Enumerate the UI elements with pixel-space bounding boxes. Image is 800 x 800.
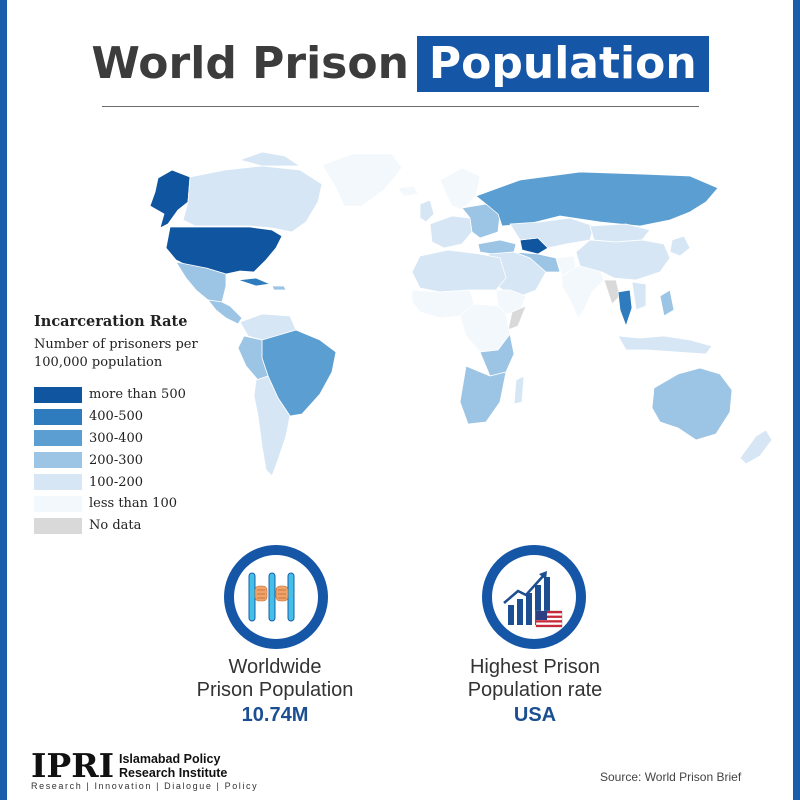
region-scandinavia: [439, 167, 481, 211]
legend-label: 400-500: [89, 409, 144, 425]
legend-item: 100-200: [34, 471, 204, 493]
region-cuba: [237, 277, 271, 287]
legend-item: 200-300: [34, 449, 204, 471]
legend-label: more than 500: [89, 387, 186, 403]
ipri-logo: IPRI: [31, 746, 115, 785]
region-north-africa: [411, 249, 507, 293]
right-frame-bar: [793, 0, 800, 800]
region-indonesia: [617, 335, 713, 355]
legend-title: Incarceration Rate: [34, 313, 188, 330]
stat-1-label: Worldwide Prison Population: [150, 656, 400, 702]
region-russia: [475, 171, 719, 227]
region-canada: [182, 165, 323, 233]
legend-item: more than 500: [34, 384, 204, 406]
title-divider: [102, 106, 699, 107]
region-southern-africa: [459, 365, 507, 425]
legend-swatch: [34, 474, 82, 491]
legend-label: 100-200: [89, 474, 144, 490]
prison-bars-icon: [224, 545, 328, 649]
region-iran: [513, 251, 561, 273]
region-alaska: [149, 169, 191, 229]
legend-item: 300-400: [34, 428, 204, 450]
region-korea-japan: [669, 235, 691, 257]
legend-item: No data: [34, 515, 204, 537]
legend: Incarceration Rate Number of prisoners p…: [34, 312, 204, 537]
logo-name-line1: Islamabad Policy: [119, 752, 221, 766]
rising-bar-chart-usa-flag-icon: [482, 545, 586, 649]
region-somalia: [507, 305, 527, 331]
stat-2-value: USA: [513, 704, 557, 726]
legend-label: 200-300: [89, 452, 144, 468]
region-australia: [651, 367, 733, 441]
region-western-europe: [429, 215, 473, 249]
region-usa: [165, 226, 283, 275]
region-caribbean: [271, 285, 287, 291]
region-philippines: [659, 289, 675, 317]
region-mongolia: [589, 223, 651, 243]
stat-2-label: Highest Prison Population rate: [410, 656, 660, 702]
stat-2-label-line2: Population rate: [467, 679, 603, 701]
region-thailand: [617, 289, 633, 327]
region-uk: [419, 199, 435, 223]
region-canada-islands: [239, 151, 301, 167]
legend-label: less than 100: [89, 496, 177, 512]
region-kazakhstan: [509, 217, 595, 249]
legend-label: No data: [89, 518, 142, 534]
region-greenland: [321, 153, 403, 207]
page-title: World Prison Population: [0, 34, 800, 92]
legend-rows: more than 500 400-500 300-400 200-300 100-20…: [34, 384, 204, 537]
legend-subtitle: Number of prisoners per 100,000 populati…: [34, 337, 198, 370]
legend-label: 300-400: [89, 430, 144, 446]
stat-1-label-line1: Worldwide: [228, 656, 322, 678]
stat-1-value: 10.74M: [241, 704, 309, 726]
stat-1-label-line2: Prison Population: [196, 679, 354, 701]
region-chile-argentina: [253, 375, 291, 477]
region-india: [561, 265, 605, 319]
source-note: Source: World Prison Brief: [600, 770, 742, 784]
world-map: [149, 151, 773, 477]
region-central-america: [207, 299, 243, 325]
region-vietnam-laos: [631, 281, 647, 311]
legend-swatch: [34, 452, 82, 469]
logo-tagline: Research | Innovation | Dialogue | Polic…: [31, 781, 259, 791]
legend-swatch: [34, 386, 82, 403]
legend-swatch: [34, 430, 82, 447]
title-highlight: Population: [416, 36, 709, 92]
region-new-zealand: [739, 429, 773, 465]
legend-item: less than 100: [34, 493, 204, 515]
legend-swatch: [34, 517, 82, 534]
legend-item: 400-500: [34, 406, 204, 428]
legend-swatch: [34, 408, 82, 425]
legend-swatch: [34, 495, 82, 512]
stat-2-label-line1: Highest Prison: [469, 656, 601, 678]
logo-institute-name: Islamabad Policy Research Institute: [119, 752, 227, 780]
left-frame-bar: [0, 0, 7, 800]
region-china: [575, 239, 671, 281]
region-iceland: [397, 185, 419, 197]
logo-name-line2: Research Institute: [119, 766, 228, 780]
region-madagascar: [513, 375, 525, 405]
title-lead: World Prison: [91, 38, 409, 89]
